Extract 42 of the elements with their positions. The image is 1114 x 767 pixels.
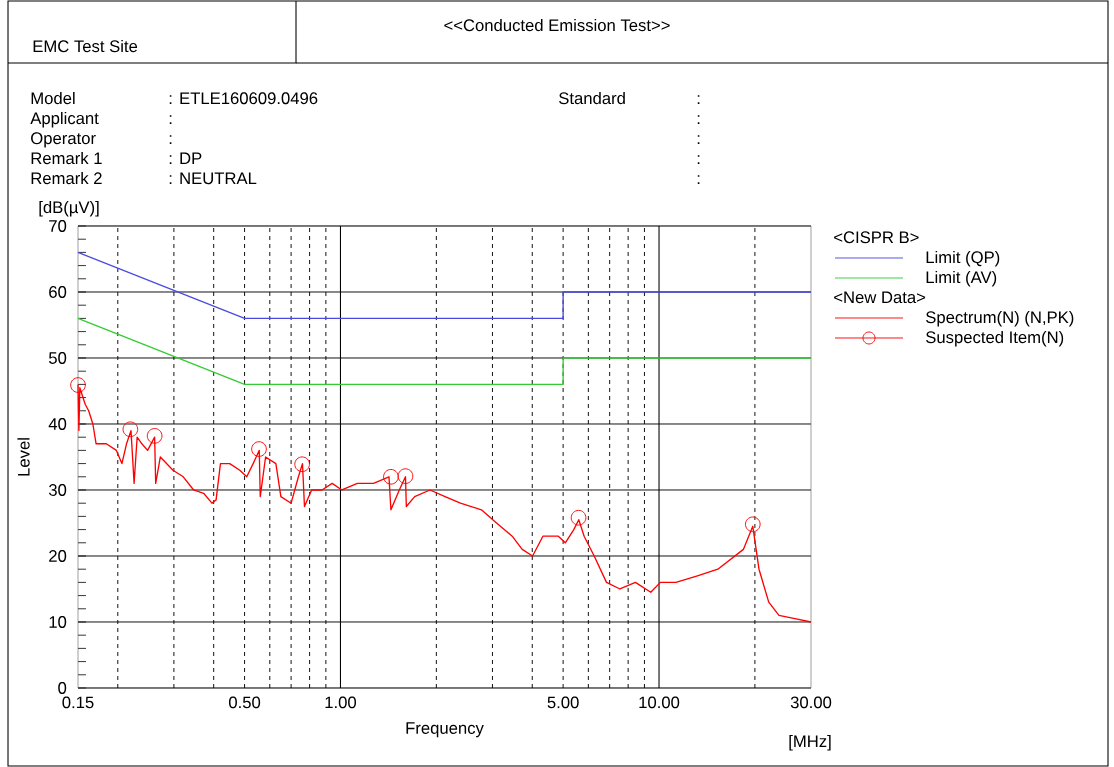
text: : NEUTRAL [169, 172, 257, 185]
text: : DP [169, 152, 202, 164]
y-tick-label: 20 [49, 550, 67, 562]
x-tick-label: 0.50 [229, 696, 261, 709]
x-tick-label: 10.00 [639, 696, 680, 709]
y-tick-label: 30 [48, 484, 67, 496]
text: : [697, 175, 700, 184]
text: <New Data> [834, 291, 926, 304]
text: : [697, 155, 700, 164]
text: : [697, 115, 700, 124]
y-axis-title: Level [17, 438, 30, 476]
y-tick-label: 40 [48, 418, 67, 430]
x-tick-label: 5.00 [547, 696, 579, 709]
y-tick-label: 60 [49, 286, 67, 298]
text: [dB(µV)] [39, 200, 99, 217]
y-tick-label: 0 [58, 682, 67, 694]
x-tick-label: 0.15 [62, 696, 94, 709]
chart-title: <<Conducted Emission Test>> [444, 18, 670, 32]
legend-label: Limit (AV) [926, 270, 997, 287]
text: Standard [559, 91, 625, 105]
text: <CISPR B> [834, 231, 919, 244]
text: Remark 1 [31, 151, 102, 165]
x-tick-label: 30.00 [790, 696, 832, 709]
legend-label: Limit (QP) [926, 250, 1000, 267]
x-axis-title: Frequency [406, 722, 484, 738]
legend-label: Suspected Item(N) [926, 330, 1064, 347]
text: EMC Test Site [33, 39, 138, 53]
text: : [169, 115, 172, 124]
text: Remark 2 [31, 171, 102, 185]
y-tick-label: 50 [48, 352, 67, 364]
legend-label: Spectrum(N) (N,PK) [926, 310, 1074, 327]
text: Operator [31, 132, 96, 148]
text: Applicant [30, 111, 99, 128]
text: : [697, 135, 700, 144]
text: [MHz] [789, 734, 831, 751]
x-tick-label: 1.00 [325, 696, 357, 709]
text: : [697, 95, 700, 104]
y-tick-label: 70 [49, 220, 67, 232]
y-tick-label: 10 [49, 616, 67, 628]
text: : ETLE160609.0496 [169, 92, 318, 105]
text: : [169, 135, 172, 144]
text: Model [31, 91, 75, 105]
